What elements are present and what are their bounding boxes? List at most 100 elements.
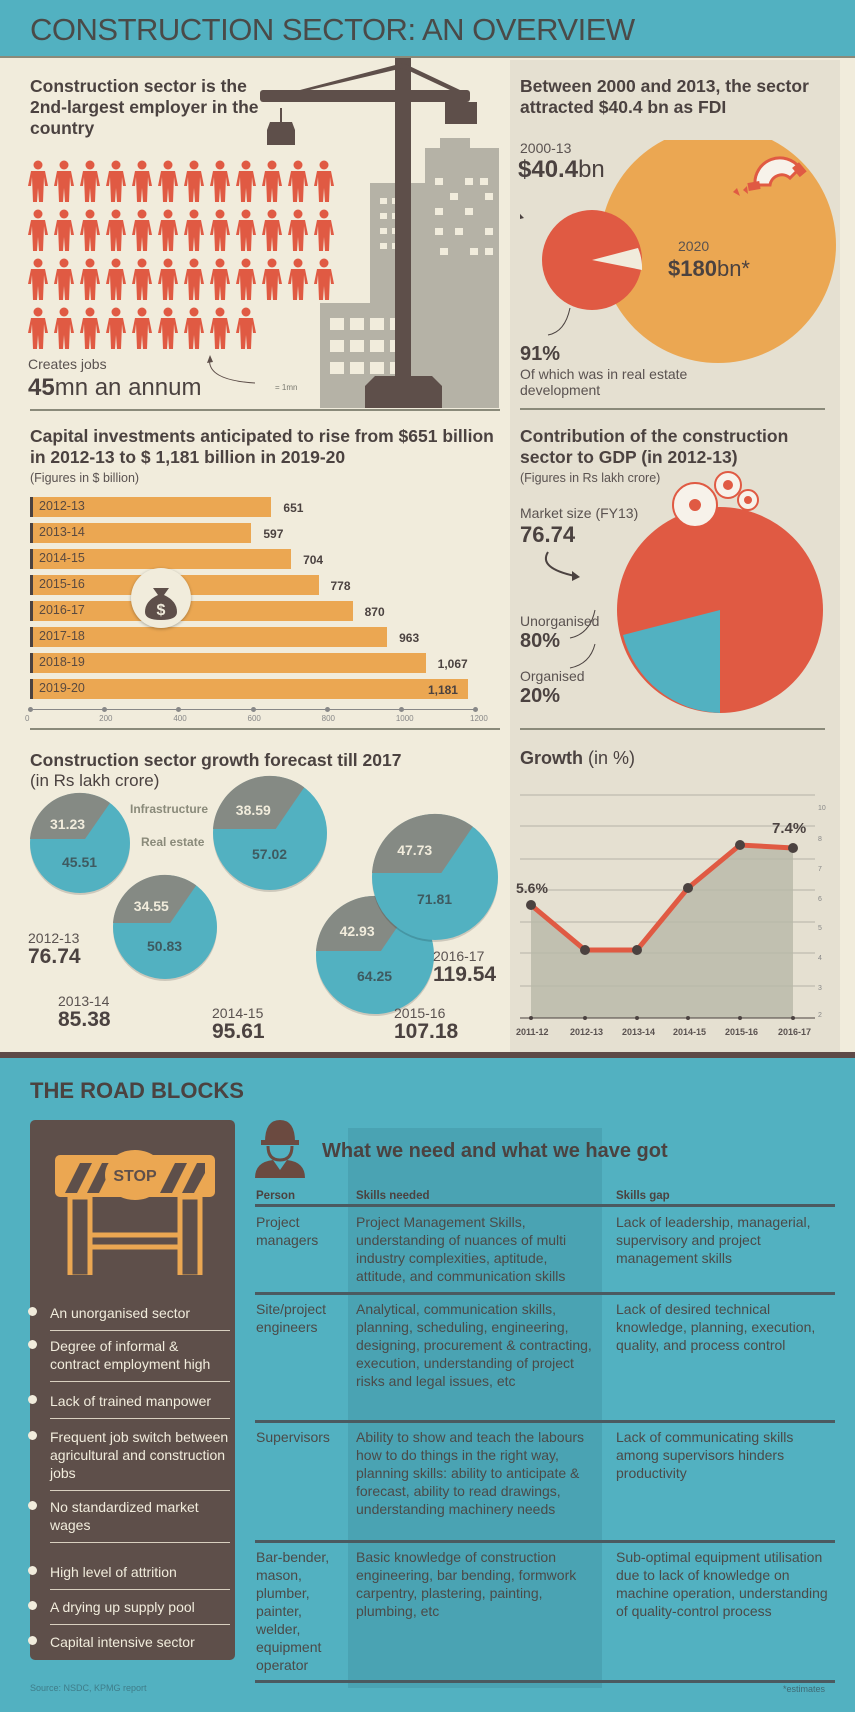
growth-first-label: 5.6%: [516, 880, 548, 896]
fdi-share-value: 91%: [520, 343, 561, 365]
x-tick-dot: [176, 707, 182, 712]
legend-infrastructure: Infrastructure: [130, 802, 209, 816]
roadblock-item: Capital intensive sector: [28, 1633, 230, 1659]
worker-icon: [210, 209, 230, 253]
worker-icon: [28, 160, 48, 204]
worker-icon: [210, 307, 230, 351]
bar-2019-20: 2019-20: [30, 679, 468, 699]
x-tick: 200: [99, 714, 113, 723]
bullet-icon: [28, 1566, 37, 1575]
worker-icon: [80, 209, 100, 253]
bar-2012-13: 2012-13: [30, 497, 272, 517]
table-rule: [255, 1204, 835, 1207]
worker-icon: [210, 160, 230, 204]
growth-y-label: 8: [818, 836, 822, 843]
worker-icon: [262, 209, 282, 253]
bullet-icon: [28, 1307, 37, 1316]
worker-icon: [106, 307, 126, 351]
worker-icon: [54, 307, 74, 351]
infra-value: 34.55: [133, 898, 169, 915]
fdi-past-unit: bn: [578, 156, 605, 183]
roadblock-text: Capital intensive sector: [50, 1634, 195, 1650]
jobs-value: 45mn an annum: [28, 374, 201, 402]
forecast-total-value: 119.54: [433, 963, 497, 986]
gdp-subtitle: (Figures in Rs lakh crore): [520, 471, 661, 485]
roadblock-text: No standardized market wages: [50, 1499, 199, 1533]
worker-icon: [28, 307, 48, 351]
fdi-past-value: $40.4bn: [518, 156, 605, 184]
worker-icon: [158, 258, 178, 302]
real-estate-value: 71.81: [417, 890, 453, 907]
growth-x-label: 2013-14: [622, 1027, 656, 1037]
bar-value: 651: [283, 501, 304, 515]
forecast-pie-2013-14: [113, 874, 217, 981]
stop-barrier-icon: STOP: [55, 1150, 215, 1275]
fdi-future-unit: bn*: [716, 256, 750, 281]
source-note: Source: NSDC, KPMG report: [30, 1683, 147, 1693]
bar-2017-18: 2017-18: [30, 627, 388, 647]
bar-label: 2012-13: [39, 499, 85, 513]
worker-icon: [314, 209, 334, 253]
bar-2018-19: 2018-19: [30, 653, 426, 673]
growth-x-label: 2012-13: [570, 1027, 604, 1037]
crane-buildings-illustration: [260, 58, 499, 408]
divider: [30, 409, 500, 411]
crane-icon: [260, 58, 477, 408]
gears-icon: [672, 471, 759, 528]
forecast-total-value: 95.61: [212, 1020, 265, 1043]
worker-icon: [184, 209, 204, 253]
forecast-total-value: 85.38: [58, 1008, 111, 1031]
bar-value: 704: [303, 553, 324, 567]
growth-y-label: 5: [818, 925, 822, 932]
worker-icon: [288, 160, 308, 204]
worker-icon: [288, 209, 308, 253]
bullet-icon: [28, 1395, 37, 1404]
roadblock-item: A drying up supply pool: [28, 1598, 230, 1625]
skills-needed-column-bg: [348, 1128, 602, 1688]
unorganised-value: 80%: [520, 630, 561, 652]
forecast-year-label: 2013-14: [58, 993, 110, 1009]
bullet-icon: [28, 1431, 37, 1440]
worker-icon: [80, 307, 100, 351]
worker-icon: [184, 258, 204, 302]
growth-x-label: 2011-12: [516, 1027, 549, 1037]
worker-icon: [236, 307, 256, 351]
roadblock-text: High level of attrition: [50, 1564, 177, 1580]
bar-value: 963: [399, 631, 420, 645]
worker-icon: [262, 160, 282, 204]
growth-x-label: 2016-17: [778, 1027, 812, 1037]
roadblock-text: Frequent job switch between agricultural…: [50, 1429, 229, 1481]
bullet-icon: [28, 1501, 37, 1510]
gdp-arrows: [544, 551, 596, 669]
fdi-title: Between 2000 and 2013, the sector attrac…: [520, 76, 809, 117]
forecast-year-label: 2015-16: [394, 1005, 446, 1021]
bullet-icon: [28, 1601, 37, 1610]
worker-icon: [158, 307, 178, 351]
worker-icon: [184, 160, 204, 204]
bar-value: 1,181: [427, 683, 458, 697]
roadblock-item: Lack of trained manpower: [28, 1392, 230, 1419]
divider: [520, 728, 825, 730]
forecast-pie-2016-17: [372, 813, 498, 942]
fdi-2020-circle: [600, 140, 836, 363]
roadblock-text: Degree of informal & contract employment…: [50, 1338, 211, 1372]
cell-gap: Lack of desired technical knowledge, pla…: [616, 1301, 816, 1353]
bar-value: 1,067: [437, 657, 468, 671]
fdi-bubble-chart: [520, 140, 836, 363]
icon-legend: = 1mn: [275, 383, 298, 392]
bar-value: 778: [330, 579, 351, 593]
bullet-icon: [28, 1636, 37, 1645]
legend-arrow-icon: [207, 355, 256, 384]
bar-2014-15: 2014-15: [30, 549, 292, 569]
x-tick-dot: [102, 707, 108, 712]
worker-icon: [132, 209, 152, 253]
cell-gap: Lack of communicating skills among super…: [616, 1429, 794, 1481]
cell-person: Project managers: [256, 1214, 319, 1248]
growth-x-label: 2014-15: [673, 1027, 707, 1037]
x-tick: 0: [25, 714, 30, 723]
bar-label: 2018-19: [39, 655, 85, 669]
worker-icon: [80, 258, 100, 302]
table-rule: [255, 1540, 835, 1543]
infra-value: 31.23: [50, 815, 86, 832]
forecast-subtitle: (in Rs lakh crore): [30, 771, 160, 790]
